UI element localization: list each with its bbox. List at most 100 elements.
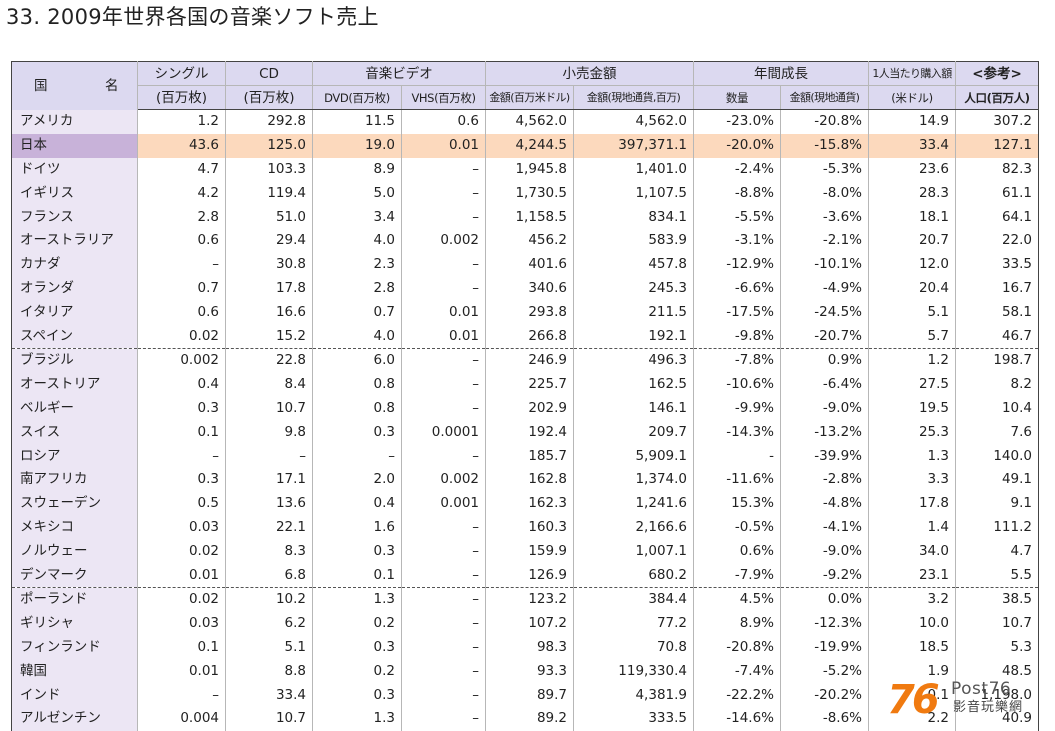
cell-dvd: 19.0 — [312, 133, 402, 158]
cell-amt: -6.4% — [780, 372, 869, 397]
cell-amt: -9.2% — [780, 563, 869, 588]
country-cell: イタリア — [11, 300, 138, 325]
table-row: ロシア – – – –185.7 5,909.1- -39.9% 1.3 140.0 — [11, 444, 1039, 468]
cell-cd: 10.7 — [225, 396, 313, 421]
header-growth-amount: 金額(現地通貨) — [780, 85, 869, 110]
cell-local: 209.7 — [573, 420, 694, 445]
cell-cd: 10.7 — [225, 706, 313, 731]
cell-pop: 4.7 — [955, 539, 1039, 564]
cell-qty: - — [693, 444, 781, 468]
cell-qty: -5.5% — [693, 205, 781, 229]
cell-amt: -39.9% — [780, 444, 869, 468]
cell-vhs: – — [401, 396, 486, 421]
cell-per: 23.6 — [868, 157, 956, 182]
cell-cd: 119.4 — [225, 181, 313, 206]
cell-dvd: – — [312, 444, 402, 468]
cell-per: 0.1 — [868, 683, 956, 707]
cell-amt: -20.2% — [780, 683, 869, 707]
cell-usd: 1,730.5 — [485, 181, 574, 206]
cell-local: 1,401.0 — [573, 157, 694, 182]
cell-per: 1.2 — [868, 348, 956, 373]
cell-single: 43.6 — [137, 133, 226, 158]
country-cell: アルゼンチン — [11, 706, 138, 731]
cell-usd: 225.7 — [485, 372, 574, 397]
cell-dvd: 0.3 — [312, 683, 402, 707]
cell-dvd: 0.2 — [312, 659, 402, 684]
cell-per: 10.0 — [868, 611, 956, 636]
cell-pop: 9.1 — [955, 491, 1039, 516]
table-row: イギリス 4.2 119.4 5.0–1,730.5 1,107.5 -8.8% -8.0%… — [11, 181, 1039, 206]
cell-per: 20.4 — [868, 276, 956, 301]
country-cell: イギリス — [11, 181, 138, 206]
cell-dvd: 0.3 — [312, 635, 402, 660]
cell-cd: 292.8 — [225, 109, 313, 134]
country-cell: インド — [11, 683, 138, 707]
country-cell: デンマーク — [11, 563, 138, 588]
cell-vhs: – — [401, 205, 486, 229]
cell-pop: 64.1 — [955, 205, 1039, 229]
table-row: ベルギー 0.3 10.7 0.8–202.9 146.1 -9.9% -9.0% 19.5 1… — [11, 396, 1039, 421]
cell-dvd: 0.1 — [312, 563, 402, 588]
music-sales-table: 国 名 シングル CD 音楽ビデオ 小売金額 年間成長 1人当たり購入額 <参考… — [11, 61, 1039, 731]
country-cell: 日本 — [11, 133, 138, 158]
watermark-mark: 76 — [887, 677, 940, 723]
header-retail: 小売金額 — [485, 61, 694, 86]
cell-cd: 5.1 — [225, 635, 313, 660]
cell-local: 245.3 — [573, 276, 694, 301]
cell-dvd: 4.0 — [312, 324, 402, 349]
cell-qty: -14.3% — [693, 420, 781, 445]
cell-dvd: 0.8 — [312, 372, 402, 397]
cell-qty: -11.6% — [693, 467, 781, 492]
header-music-video: 音楽ビデオ — [312, 61, 486, 86]
cell-single: 0.7 — [137, 276, 226, 301]
cell-pop: 198.7 — [955, 348, 1039, 373]
table-row: 日本 43.6 125.0 19.0 0.01 4,244.5 397,371.1 -20.0… — [11, 133, 1039, 158]
cell-qty: -3.1% — [693, 228, 781, 253]
table-row: 南アフリカ 0.3 17.1 2.0 0.002 162.8 1,374.0 -11.6% -2… — [11, 467, 1039, 492]
country-cell: ロシア — [11, 444, 138, 468]
table-row: フィンランド 0.1 5.1 0.3–98.3 70.8 -20.8% -19.9% 18.5… — [11, 635, 1039, 660]
cell-pop: 49.1 — [955, 467, 1039, 492]
cell-pop: 127.1 — [955, 133, 1039, 158]
cell-amt: -8.0% — [780, 181, 869, 206]
header-row-1: 国 名 シングル CD 音楽ビデオ 小売金額 年間成長 1人当たり購入額 <参考… — [11, 61, 1039, 110]
table-row: スペイン 0.02 15.2 4.0 0.01 266.8 192.1 -9.8% -20.7%… — [11, 324, 1039, 349]
cell-pop: 10.7 — [955, 611, 1039, 636]
cell-qty: -0.5% — [693, 515, 781, 540]
cell-pop: 40.9 — [955, 706, 1039, 731]
cell-cd: 103.3 — [225, 157, 313, 182]
table-row: イタリア 0.6 16.6 0.7 0.01 293.8 211.5 -17.5% -24.5%… — [11, 300, 1039, 325]
country-cell: オーストリア — [11, 372, 138, 397]
cell-per: 3.2 — [868, 587, 956, 612]
cell-single: 0.6 — [137, 300, 226, 325]
cell-dvd: 6.0 — [312, 348, 402, 373]
cell-per: 34.0 — [868, 539, 956, 564]
cell-dvd: 5.0 — [312, 181, 402, 206]
cell-single: 0.02 — [137, 587, 226, 612]
cell-per: 1.9 — [868, 659, 956, 684]
cell-vhs: 0.0001 — [401, 420, 486, 445]
cell-vhs: – — [401, 157, 486, 182]
cell-qty: 8.9% — [693, 611, 781, 636]
country-cell: ギリシャ — [11, 611, 138, 636]
cell-qty: -20.8% — [693, 635, 781, 660]
cell-single: – — [137, 252, 226, 277]
cell-pop: 1,198.0 — [955, 683, 1039, 707]
cell-dvd: 0.7 — [312, 300, 402, 325]
cell-per: 19.5 — [868, 396, 956, 421]
country-cell: ポーランド — [11, 587, 138, 612]
cell-vhs: – — [401, 659, 486, 684]
country-cell: スペイン — [11, 324, 138, 349]
table-row: ポーランド 0.02 10.2 1.3–123.2 384.4 4.5% 0.0% 3.2 38… — [11, 587, 1039, 612]
cell-dvd: 11.5 — [312, 109, 402, 134]
table-row: ギリシャ 0.03 6.2 0.2–107.2 77.2 8.9% -12.3% 10.0 10… — [11, 611, 1039, 636]
cell-qty: -8.8% — [693, 181, 781, 206]
country-cell: ドイツ — [11, 157, 138, 182]
cell-amt: -5.3% — [780, 157, 869, 182]
cell-vhs: – — [401, 683, 486, 707]
header-per-capita: 1人当たり購入額 — [868, 61, 956, 86]
cell-amt: -8.6% — [780, 706, 869, 731]
cell-per: 14.9 — [868, 109, 956, 134]
cell-dvd: 4.0 — [312, 228, 402, 253]
cell-local: 496.3 — [573, 348, 694, 373]
